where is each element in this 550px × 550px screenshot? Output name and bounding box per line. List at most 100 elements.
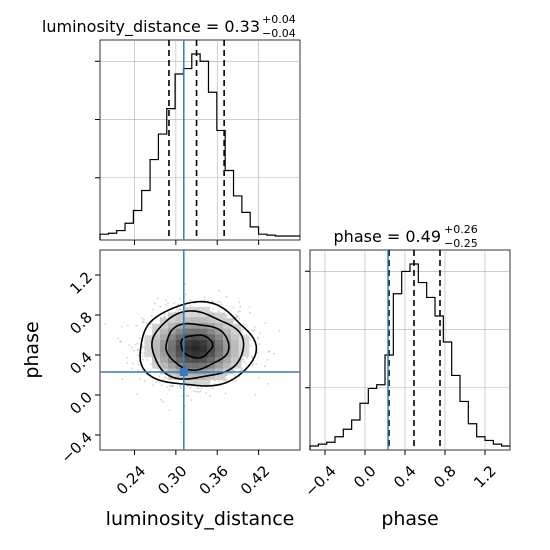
density-cell	[223, 363, 234, 375]
sample-point	[179, 385, 182, 388]
sample-point	[252, 363, 254, 365]
density-cell	[199, 369, 210, 380]
sample-point	[225, 314, 228, 316]
y-tick-label: 0.4	[66, 348, 96, 378]
sample-point	[117, 337, 119, 340]
sample-point	[180, 387, 182, 389]
sample-point	[130, 367, 133, 370]
sample-point	[226, 315, 228, 318]
density-cell	[144, 346, 155, 358]
sample-point	[165, 299, 167, 302]
x-tick-label: 0.4	[390, 462, 420, 492]
sample-point	[158, 375, 161, 378]
sample-point	[258, 343, 260, 346]
density-cell	[207, 318, 218, 329]
x-ticks: 0.24 0.30 0.36 0.42	[113, 450, 273, 498]
sample-point	[246, 357, 249, 360]
density-cell	[160, 329, 171, 341]
sample-point	[135, 324, 138, 327]
sample-point	[138, 336, 141, 339]
histogram-step	[309, 263, 510, 450]
sample-point	[212, 300, 215, 303]
sample-point	[236, 315, 239, 318]
density-cell	[207, 335, 218, 346]
x-tick-label: 1.2	[470, 462, 500, 492]
sample-point	[163, 313, 166, 315]
sample-point	[190, 399, 193, 402]
sample-point	[224, 392, 227, 395]
sample-point	[150, 363, 153, 366]
density-cell	[183, 306, 195, 318]
sample-point	[179, 297, 181, 300]
sample-point	[245, 333, 248, 336]
title-phase-sup: +0.26	[444, 223, 478, 236]
quantile-lines	[168, 40, 225, 240]
sample-point	[159, 398, 162, 401]
sample-point	[171, 385, 174, 388]
density-cell	[215, 352, 226, 363]
x-tick-label: −0.4	[301, 462, 339, 500]
sample-point	[137, 369, 139, 372]
sample-point	[278, 330, 281, 332]
x-axis-label-left: luminosity_distance	[106, 508, 295, 530]
sample-point	[239, 310, 241, 313]
x-tick-label: 0.8	[430, 462, 460, 492]
sample-point	[179, 385, 181, 387]
contour-line	[180, 334, 214, 359]
sample-point	[217, 310, 220, 313]
sample-point	[167, 302, 169, 305]
sample-point	[241, 369, 243, 372]
grid	[100, 40, 300, 240]
density-cell	[168, 352, 179, 363]
density-cell	[160, 352, 171, 363]
contour-line	[151, 310, 245, 380]
sample-point	[137, 354, 140, 357]
sample-point	[211, 299, 214, 302]
sample-point	[133, 349, 135, 352]
sample-point	[130, 346, 133, 349]
density-cell	[152, 352, 163, 363]
y-ticks: −0.4 0.0 0.4 0.8 1.2	[58, 268, 100, 467]
sample-point	[268, 350, 271, 353]
sample-point	[177, 308, 180, 311]
panel-2d: 0.24 0.30 0.36 0.42 −0.4 0.0 0.4 0.8 1.2 lumino…	[21, 249, 301, 530]
sample-point	[242, 358, 245, 361]
density-cell	[175, 318, 187, 329]
x-tick-label: 0.30	[154, 462, 190, 498]
density-cell	[175, 358, 187, 369]
sample-point	[149, 326, 152, 329]
density-cell	[215, 358, 226, 369]
sample-point	[208, 394, 211, 397]
sample-point	[239, 305, 242, 308]
density-cell	[230, 346, 242, 358]
density-cell	[191, 323, 203, 335]
x-tick-label: 0.0	[350, 462, 380, 492]
sample-point	[242, 360, 245, 363]
density-cell	[199, 358, 210, 369]
sample-point	[145, 322, 148, 324]
sample-point	[156, 297, 159, 300]
sample-point	[104, 323, 107, 325]
density-cells	[144, 306, 250, 386]
sample-point	[241, 367, 244, 370]
sample-point	[195, 390, 198, 393]
sample-point	[162, 400, 165, 403]
density-cell	[207, 346, 218, 358]
sample-point	[157, 381, 160, 383]
sample-point	[253, 329, 256, 331]
sample-point	[141, 355, 144, 357]
sample-point	[146, 358, 148, 361]
sample-point	[210, 311, 213, 313]
sample-point	[179, 309, 182, 311]
truth-marker	[179, 368, 188, 376]
density-cell	[183, 358, 195, 369]
sample-point	[141, 321, 144, 324]
x-tick-label: 0.36	[196, 462, 232, 498]
density-cell	[238, 346, 250, 358]
sample-point	[196, 387, 199, 389]
density-cell	[207, 323, 218, 335]
density-cell	[215, 312, 226, 323]
sample-point	[249, 338, 252, 340]
density-cell	[230, 352, 242, 363]
density-cell	[160, 323, 171, 335]
